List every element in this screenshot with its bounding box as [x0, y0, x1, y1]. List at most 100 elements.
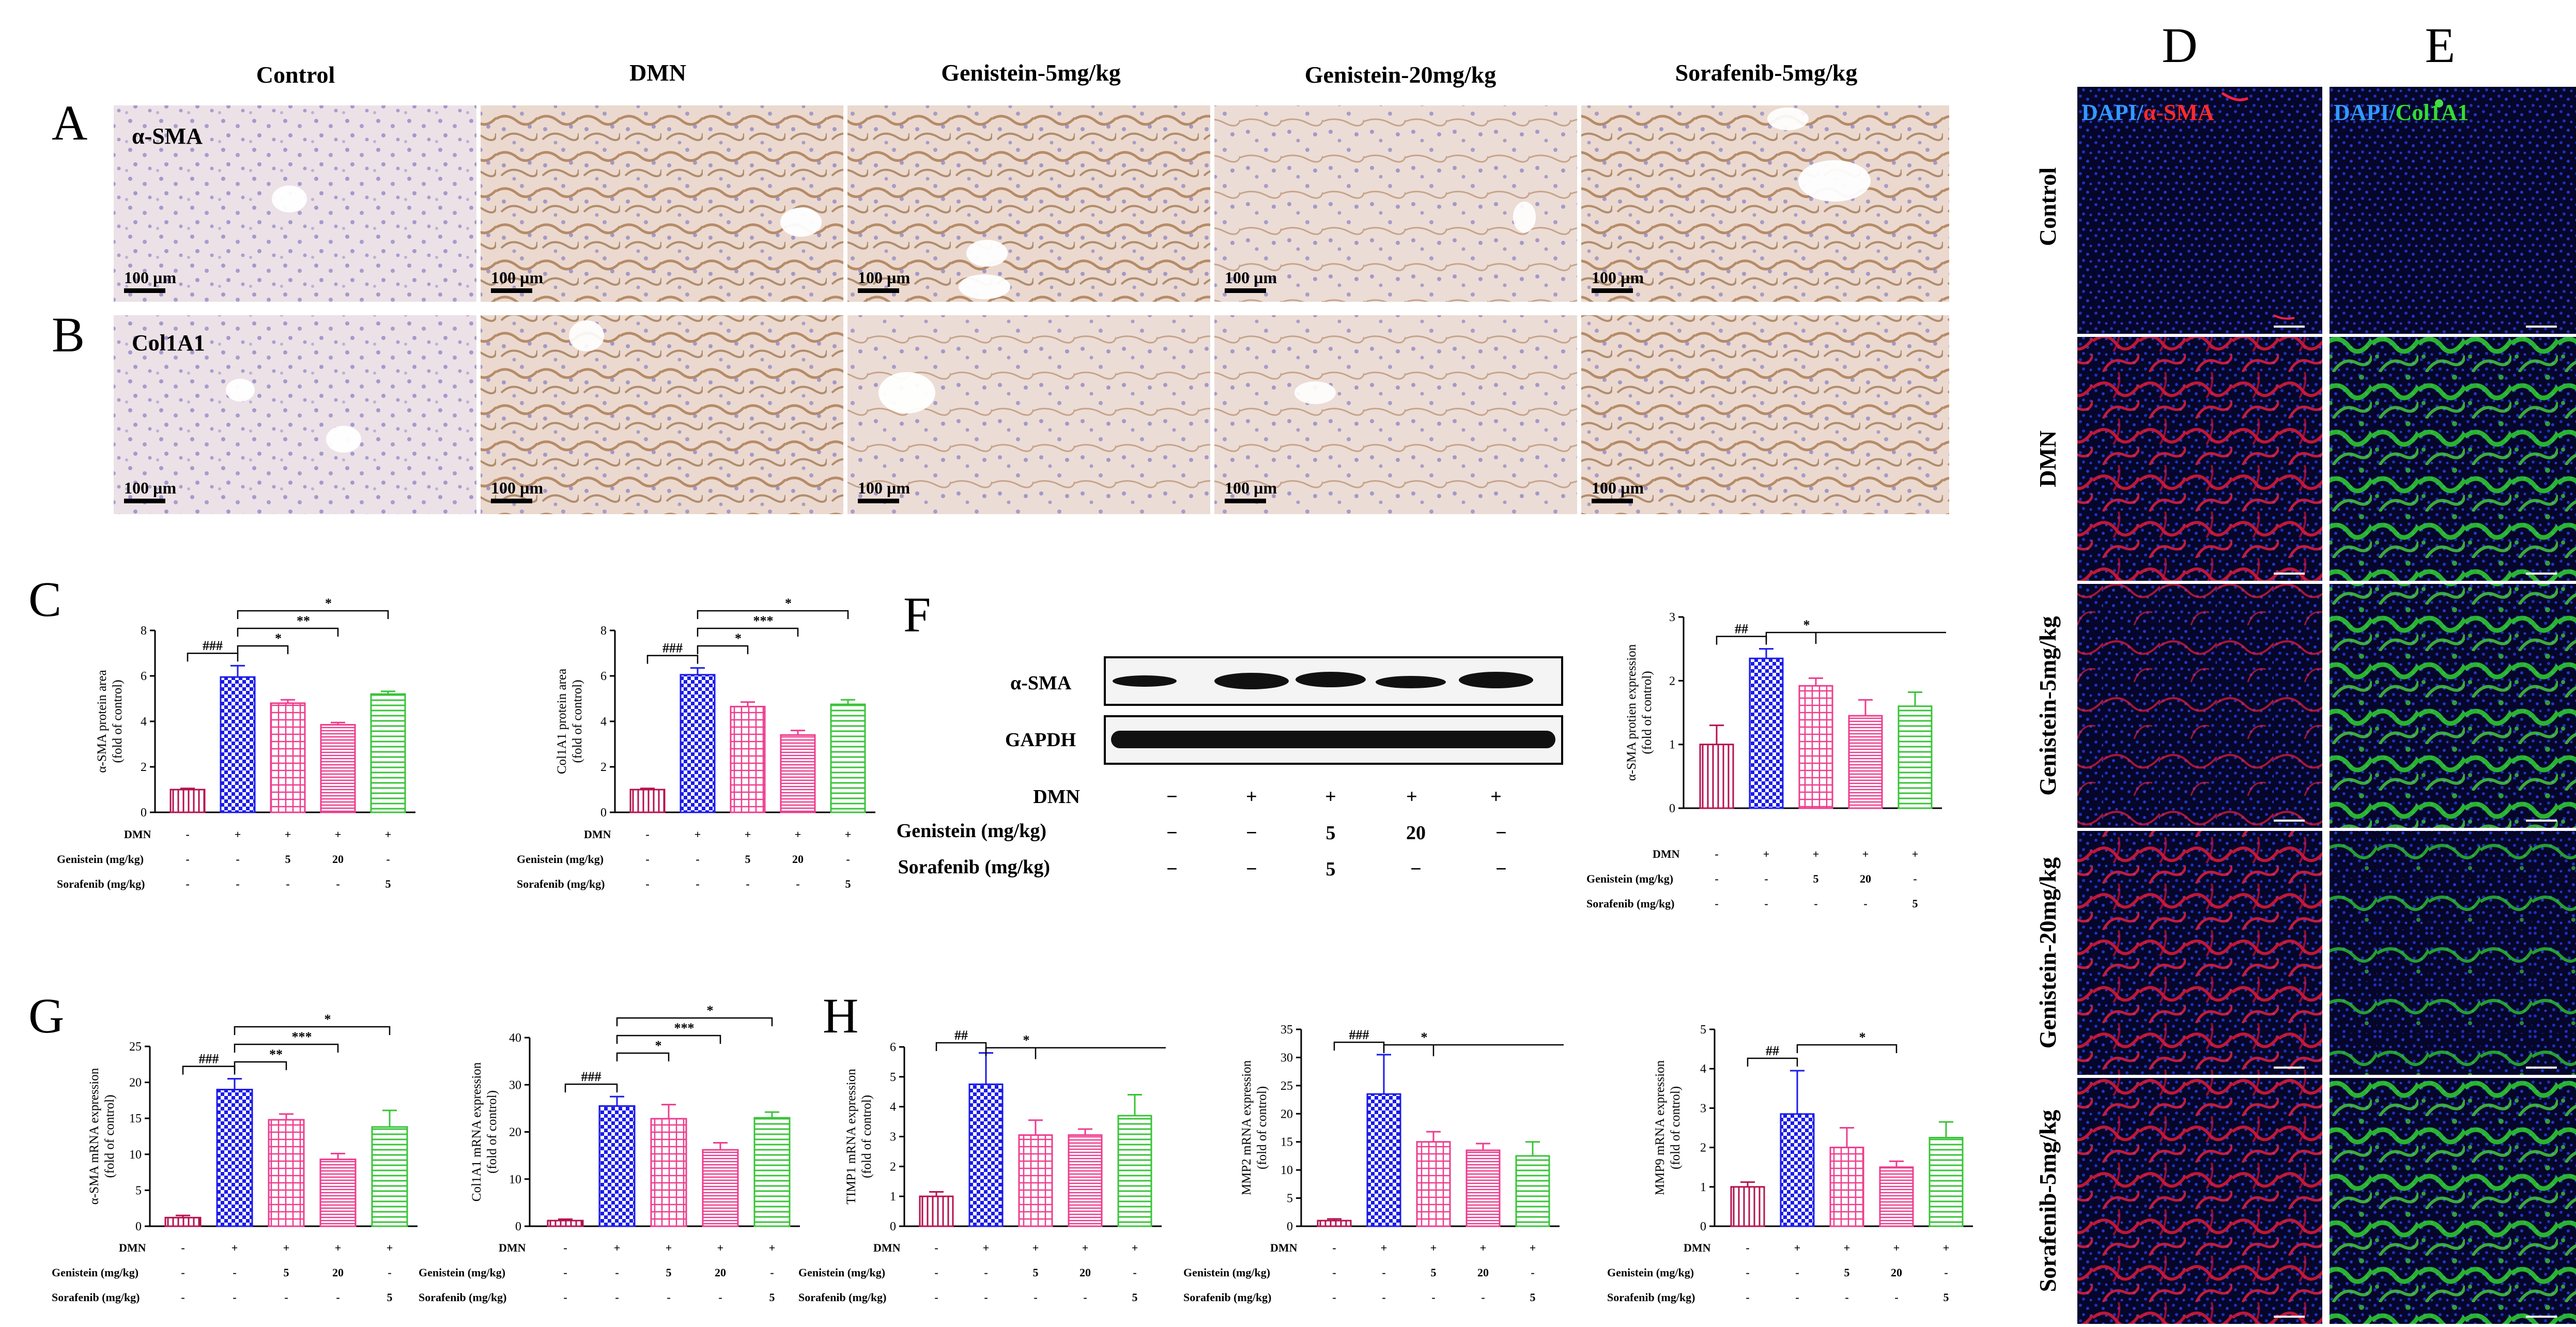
treatment-label: DMN [499, 1241, 526, 1254]
treatment-label: Genistein (mg/kg) [52, 1266, 138, 1279]
treatment-value: + [1132, 1241, 1138, 1254]
ihc-image [847, 105, 1210, 302]
treatment-value: - [615, 1291, 619, 1304]
treatment-value: - [1863, 897, 1867, 910]
fluo-image [2077, 1078, 2322, 1324]
y-tick-label: 3 [1700, 1102, 1706, 1115]
treatment-value: - [696, 853, 699, 866]
treatment-value: 5 [387, 1291, 393, 1304]
bar [547, 1220, 584, 1227]
y-axis-label: (fold of control) [485, 1090, 499, 1174]
treatment-value: + [285, 828, 291, 841]
fluo-stain-label: DAPI/Col1A1 [2334, 100, 2469, 125]
treatment-value: - [1083, 1291, 1087, 1304]
treatment-value: - [236, 853, 239, 866]
treatment-value: - [1382, 1291, 1385, 1304]
y-axis-label: α-SMA protien expression [1625, 644, 1639, 781]
fluo-image [2330, 337, 2576, 581]
bar [1466, 1149, 1501, 1227]
treatment-label: Genistein (mg/kg) [798, 1266, 885, 1279]
sig-bracket [1765, 631, 1946, 644]
chart-asma-mrna: 0 5 10 15 20 25 α-SMA mRNA expression (fold of … [52, 1012, 418, 1304]
treatment-value: 5 [284, 1266, 289, 1279]
fluo-row-label: Control [2034, 167, 2061, 246]
treatment-value: + [1912, 847, 1919, 860]
treatment-value: - [1332, 1266, 1336, 1279]
treatment-value: + [695, 828, 701, 841]
sig-bracket [234, 1026, 391, 1035]
treatment-value: - [1481, 1291, 1485, 1304]
y-axis-label: TIMP1 mRNA expression [844, 1069, 858, 1205]
wb-band-label: α-SMA [1010, 672, 1072, 694]
treatment-value: - [934, 1241, 938, 1254]
svg-text:−: − [1166, 858, 1178, 880]
treatment-value: + [1082, 1241, 1089, 1254]
treatment-value: - [934, 1266, 938, 1279]
bar [1416, 1141, 1451, 1227]
chart-col1a1-mrna: 0 10 20 30 40 Col1A1 mRNA expression (fold of … [419, 1003, 800, 1304]
y-tick-label: 5 [135, 1184, 142, 1197]
treatment-label: Sorafenib (mg/kg) [419, 1291, 507, 1304]
ihc-image [847, 315, 1210, 514]
y-tick-label: 15 [1281, 1136, 1293, 1149]
sig-label: * [1421, 1030, 1428, 1045]
y-tick-label: 20 [129, 1076, 142, 1090]
sig-bracket [697, 627, 799, 637]
y-tick-label: 35 [1281, 1023, 1293, 1037]
y-tick-label: 10 [509, 1173, 521, 1186]
fluo-image [2077, 584, 2322, 828]
treatment-value: - [615, 1266, 619, 1279]
sig-label: * [1023, 1033, 1030, 1048]
bar [370, 693, 406, 813]
treatment-value: 5 [1431, 1266, 1437, 1279]
fluo-image [2330, 87, 2576, 334]
dapi-label: DAPI/ [2334, 100, 2396, 125]
treatment-value: - [667, 1291, 670, 1304]
y-tick-label: 10 [129, 1148, 142, 1162]
treatment-value: 20 [332, 1266, 344, 1279]
svg-text:100 µm: 100 µm [1225, 268, 1277, 287]
ihc-column-header: Genistein-20mg/kg [1305, 61, 1497, 88]
sig-label: ** [269, 1047, 283, 1062]
y-tick-label: 6 [600, 670, 607, 683]
svg-text:20: 20 [1406, 822, 1426, 844]
bar [216, 1089, 253, 1227]
sig-label: ### [662, 641, 683, 656]
treatment-value: - [1531, 1266, 1534, 1279]
treatment-value: - [1944, 1266, 1948, 1279]
dapi-label: DAPI/ [2081, 100, 2144, 125]
treatment-value: + [1862, 847, 1869, 860]
treatment-value: 20 [792, 853, 804, 866]
treatment-value: + [283, 1241, 290, 1254]
bar [268, 1119, 305, 1227]
treatment-value: - [186, 853, 189, 866]
wb-treatment-values: − + + + + − − 5 20 − − − 5 − − [1166, 786, 1507, 880]
sig-bracket [237, 610, 389, 619]
ihc-section: A B Control DMN Genistein-5mg/kg Geniste… [52, 59, 1949, 514]
treatment-value: 20 [1477, 1266, 1489, 1279]
treatment-value: 20 [332, 853, 344, 866]
treatment-value: 5 [1530, 1291, 1536, 1304]
treatment-value: + [983, 1241, 990, 1254]
wb-band-label: GAPDH [1005, 729, 1076, 751]
treatment-value: - [563, 1266, 567, 1279]
panel-label-d: D [2162, 18, 2197, 73]
y-tick-label: 0 [600, 806, 607, 820]
sig-label: ## [1735, 622, 1748, 637]
y-tick-label: 20 [1281, 1107, 1293, 1121]
svg-text:−: − [1495, 858, 1507, 880]
sig-label: * [707, 1003, 714, 1018]
wb-treatment-label: Genistein (mg/kg) [897, 820, 1046, 842]
treatment-value: - [236, 877, 239, 890]
treatment-value: + [387, 1241, 393, 1254]
treatment-value: 5 [1813, 872, 1819, 885]
y-axis-label: (fold of control) [860, 1095, 874, 1178]
treatment-value: - [284, 1291, 288, 1304]
fluo-row-label: DMN [2034, 430, 2061, 487]
svg-text:100 µm: 100 µm [1225, 479, 1277, 497]
bar [830, 703, 866, 813]
y-tick-label: 8 [600, 624, 607, 638]
treatment-value: - [233, 1291, 236, 1304]
bar [730, 705, 766, 813]
y-tick-label: 0 [515, 1220, 521, 1233]
